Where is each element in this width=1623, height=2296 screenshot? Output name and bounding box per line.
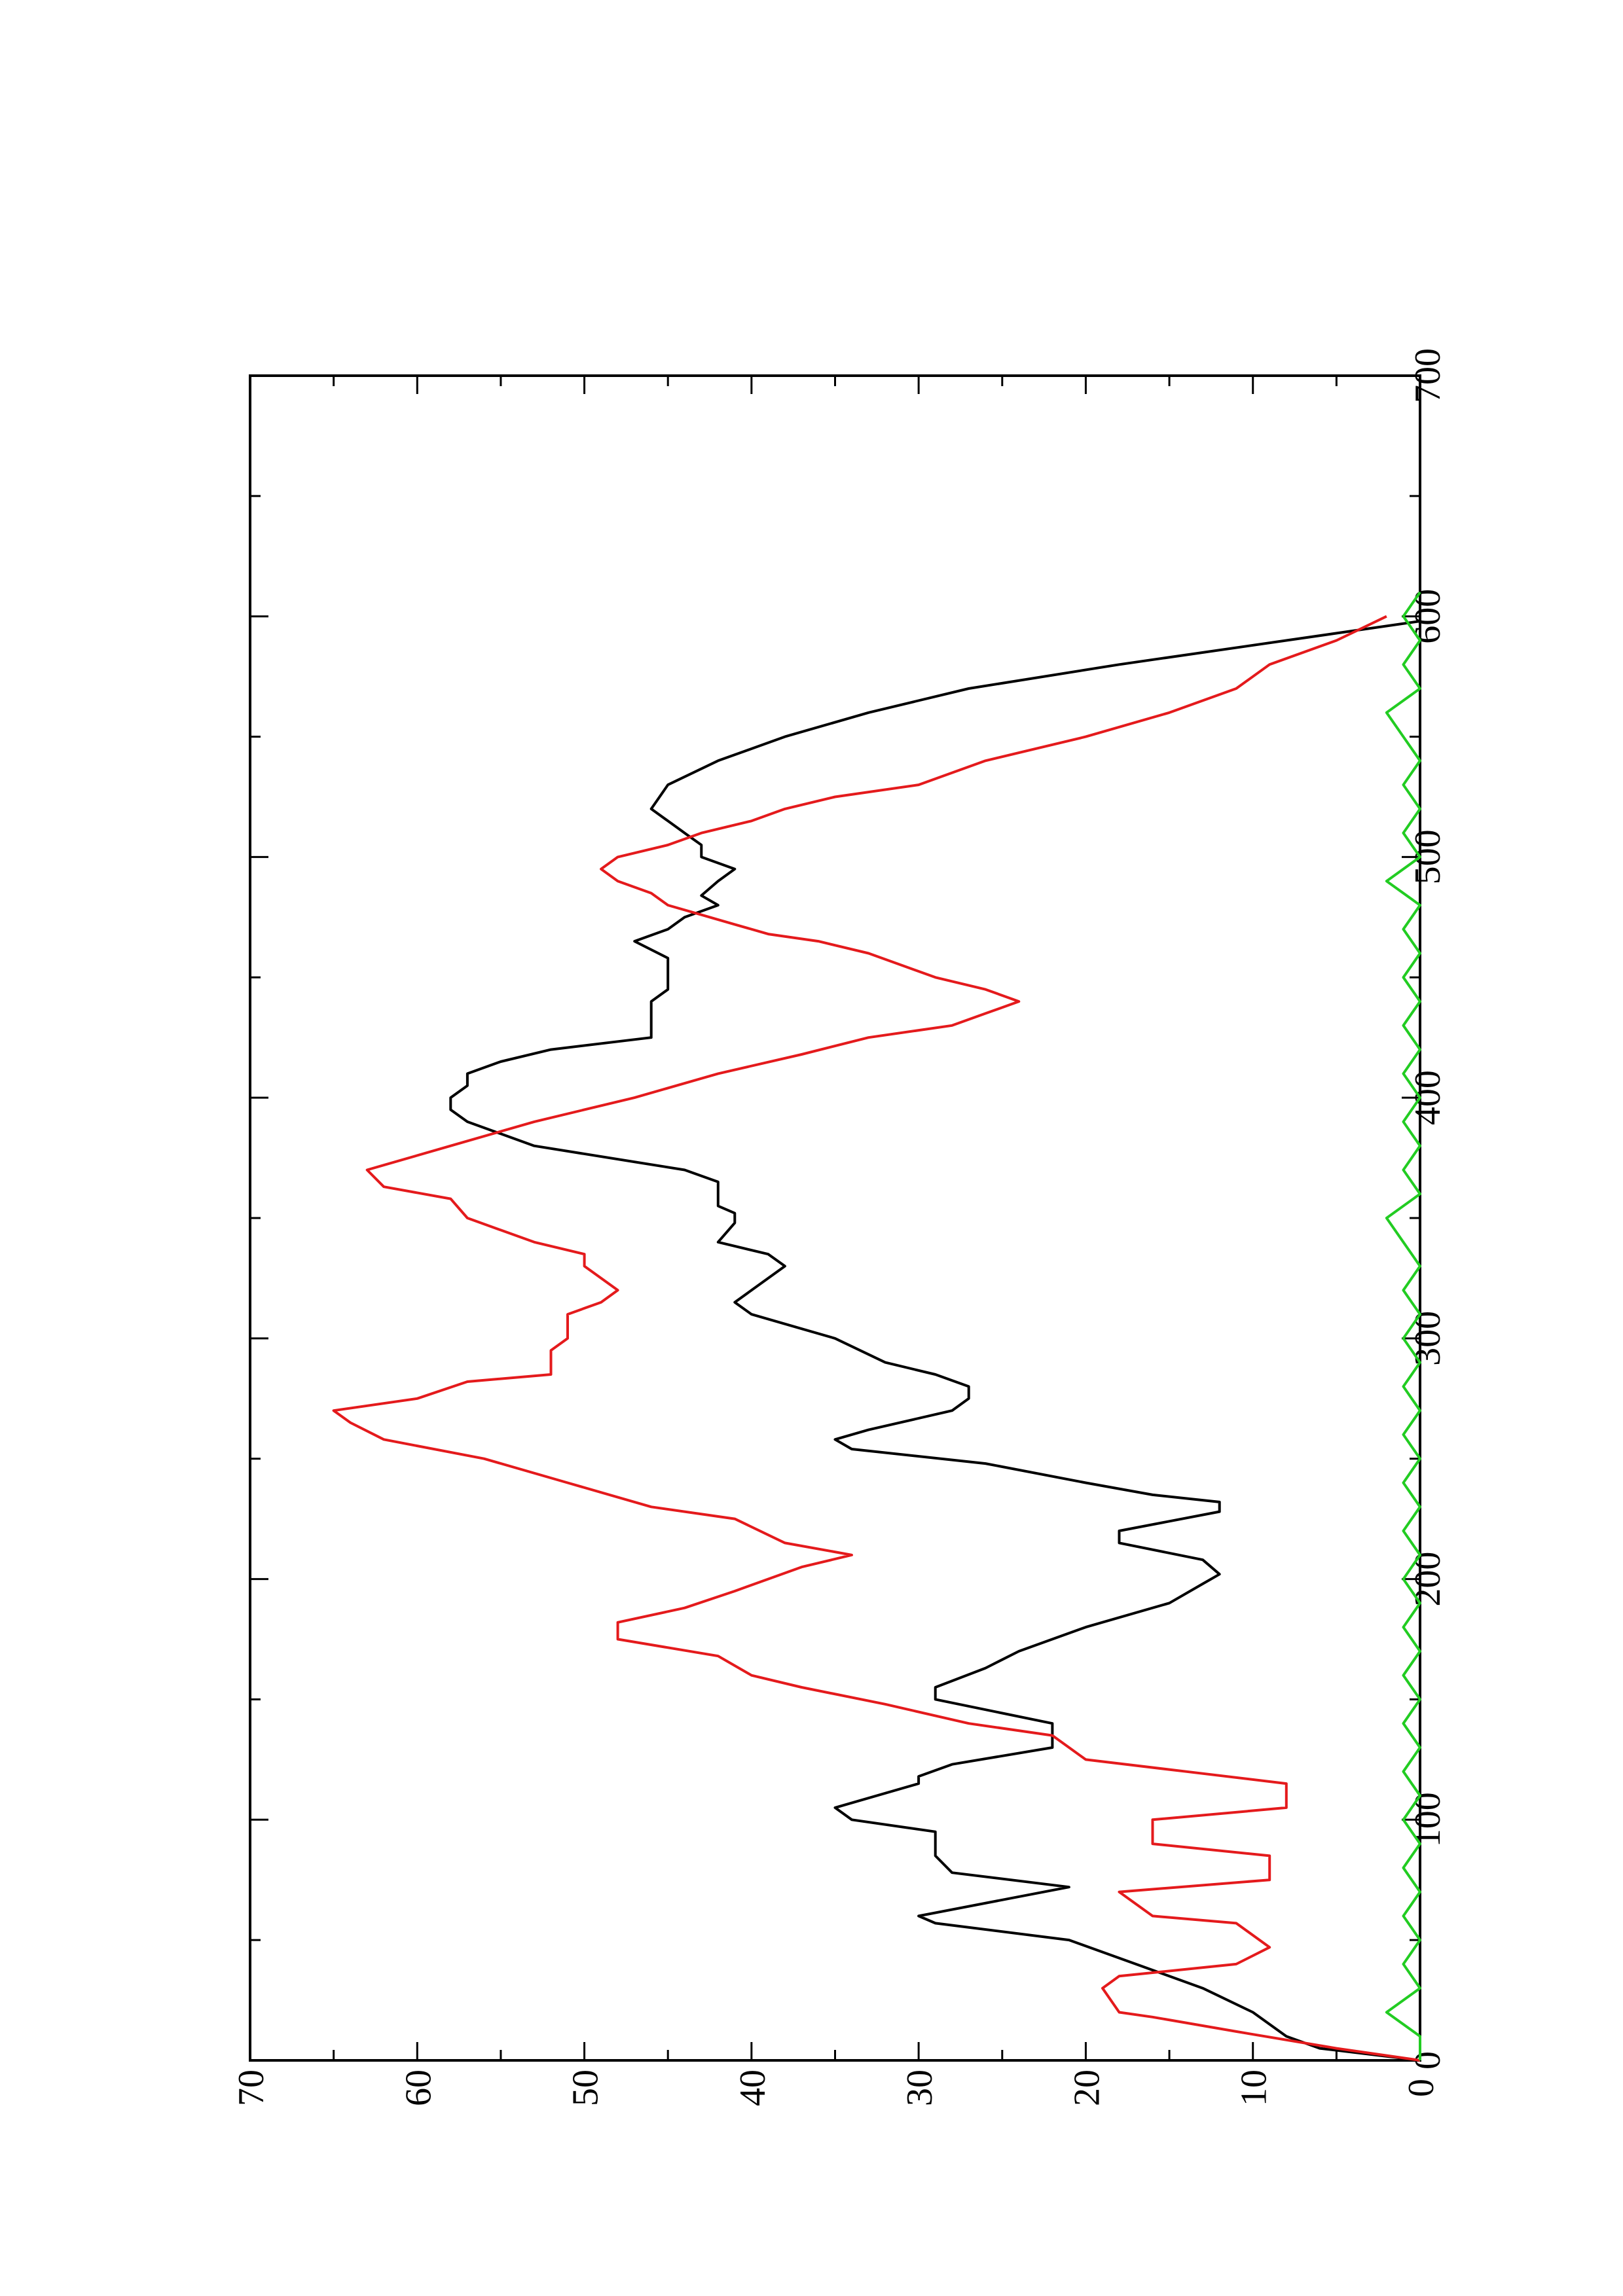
y-tick-label: 50 [566, 2070, 606, 2106]
y-tick-label: 0 [1401, 2079, 1442, 2097]
y-tick-label: 20 [1067, 2070, 1107, 2106]
series-line-2 [332, 615, 1421, 2062]
y-tick-label: 70 [231, 2070, 272, 2106]
y-tick-label: 40 [733, 2070, 773, 2106]
x-tick-label: 500 [1408, 829, 1448, 884]
y-tick-label: 10 [1234, 2070, 1275, 2106]
x-tick-label: 300 [1408, 1311, 1448, 1366]
x-tick-label: 700 [1408, 348, 1448, 403]
x-tick-label: 400 [1408, 1070, 1448, 1125]
x-tick-label: 100 [1408, 1792, 1448, 1847]
y-tick-label: 60 [398, 2070, 439, 2106]
series-line-3 [1385, 591, 1421, 2060]
y-tick-label: 30 [900, 2070, 940, 2106]
series-line-1 [449, 620, 1421, 2062]
x-tick-label: 200 [1408, 1552, 1448, 1607]
x-tick-label: 600 [1408, 589, 1448, 644]
